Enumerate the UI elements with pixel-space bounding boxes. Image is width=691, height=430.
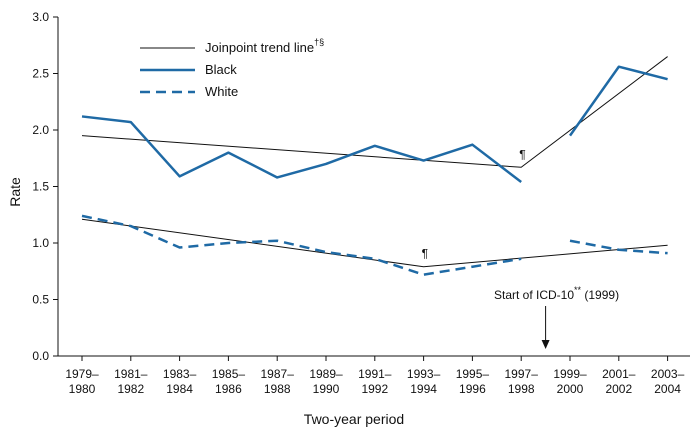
series-line-black-segment-2 (568, 65, 668, 137)
series-line-black-segment-1 (81, 115, 522, 183)
icd10-arrow-head (541, 340, 550, 349)
x-tick-label-line2: 1996 (459, 382, 486, 396)
x-tick-label-line2: 1992 (361, 382, 388, 396)
trend-line-white (81, 218, 668, 268)
y-tick-label: 1.5 (32, 180, 49, 194)
x-tick-label-line1: 1991– (358, 367, 392, 381)
legend-black-label: Black (205, 62, 237, 77)
x-tick-label-line2: 1980 (69, 382, 96, 396)
x-tick-label-line2: 1982 (117, 382, 144, 396)
x-tick-label-line2: 2004 (654, 382, 681, 396)
legend-white-label: White (205, 84, 238, 99)
trend-line-black (81, 56, 668, 168)
x-tick-label-line1: 1985– (212, 367, 246, 381)
x-tick-label-line1: 1997– (505, 367, 539, 381)
x-tick-label-line1: 1987– (261, 367, 295, 381)
x-axis-title: Two-year period (304, 411, 404, 427)
y-tick-label: 2.0 (32, 123, 49, 137)
y-axis-title: Rate (7, 177, 23, 207)
x-tick-label-line1: 1995– (456, 367, 490, 381)
x-tick-label-line2: 2000 (557, 382, 584, 396)
x-tick-label-line1: 1993– (407, 367, 441, 381)
x-tick-label-line1: 1983– (163, 367, 197, 381)
x-tick-label-line2: 2002 (605, 382, 632, 396)
y-tick-label: 3.0 (32, 10, 49, 24)
x-tick-label-line2: 1988 (264, 382, 291, 396)
pilcrow-white-marker: ¶ (422, 247, 428, 261)
legend-trend-sup: †§ (314, 37, 324, 47)
icd10-label: Start of ICD-10** (1999) (494, 285, 619, 302)
x-tick-label-line2: 1994 (410, 382, 437, 396)
x-tick-label-line2: 1986 (215, 382, 242, 396)
x-tick-label-line1: 2001– (602, 367, 636, 381)
x-tick-label-line2: 1990 (313, 382, 340, 396)
x-tick-label-line2: 1998 (508, 382, 535, 396)
y-tick-label: 0.0 (32, 349, 49, 363)
y-tick-label: 0.5 (32, 293, 49, 307)
x-tick-label-line1: 1981– (114, 367, 148, 381)
legend-trend-label: Joinpoint trend line†§ (205, 37, 324, 55)
y-tick-label: 1.0 (32, 236, 49, 250)
series-line-white-segment-2 (569, 239, 668, 255)
y-tick-label: 2.5 (32, 67, 49, 81)
x-tick-label-line1: 2003– (651, 367, 685, 381)
legend: Joinpoint trend line†§ Black White (140, 37, 324, 99)
x-tick-label-line1: 1979– (65, 367, 99, 381)
series-line-white-segment-1 (81, 214, 522, 276)
x-tick-label-line1: 1989– (309, 367, 343, 381)
x-tick-label-line2: 1984 (166, 382, 193, 396)
x-tick-label-line1: 1999– (553, 367, 587, 381)
pilcrow-black-marker: ¶ (519, 147, 525, 161)
icd10-sup: ** (574, 285, 582, 295)
icd10-annotation: Start of ICD-10** (1999) (494, 285, 619, 349)
